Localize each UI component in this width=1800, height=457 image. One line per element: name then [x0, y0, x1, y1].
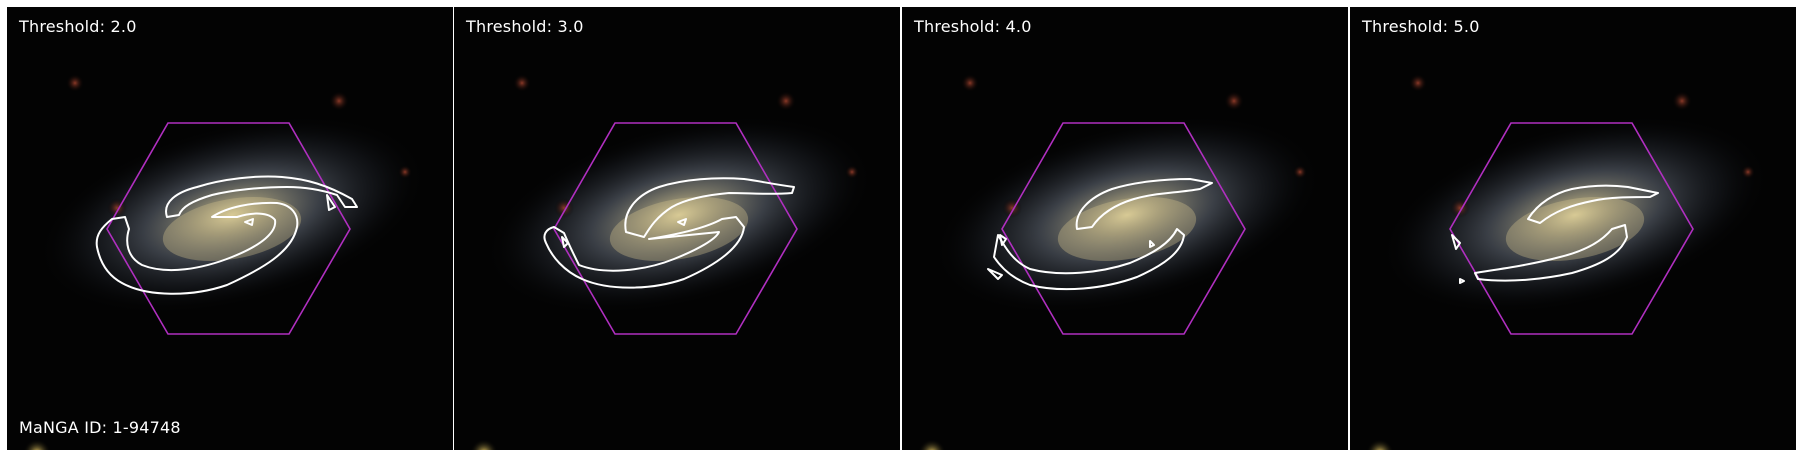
contour	[987, 178, 1213, 291]
contour	[543, 177, 795, 289]
threshold-label: Threshold: 3.0	[466, 17, 584, 36]
panel-threshold-2: Threshold: 2.0 MaNGA ID: 1-94748	[7, 7, 453, 450]
panel-threshold-5: Threshold: 5.0	[1350, 7, 1796, 450]
manga-id-label: MaNGA ID: 1-94748	[19, 418, 181, 437]
threshold-label: Threshold: 5.0	[1362, 17, 1480, 36]
galaxy-image	[454, 7, 900, 450]
ifu-hexagon	[1449, 122, 1694, 335]
panel-threshold-3: Threshold: 3.0	[454, 7, 900, 450]
threshold-label: Threshold: 4.0	[914, 17, 1032, 36]
galaxy-image	[7, 7, 453, 450]
threshold-label: Threshold: 2.0	[19, 17, 137, 36]
ifu-hexagon	[106, 122, 351, 335]
ifu-hexagon	[1001, 122, 1246, 335]
galaxy-image	[902, 7, 1348, 450]
panel-threshold-4: Threshold: 4.0	[902, 7, 1348, 450]
contour	[1451, 184, 1659, 284]
background-stars	[1366, 74, 1755, 450]
galaxy-image	[1350, 7, 1796, 450]
background-stars	[918, 74, 1307, 450]
background-stars	[23, 74, 412, 450]
ifu-hexagon	[553, 122, 798, 335]
contour	[95, 175, 358, 295]
